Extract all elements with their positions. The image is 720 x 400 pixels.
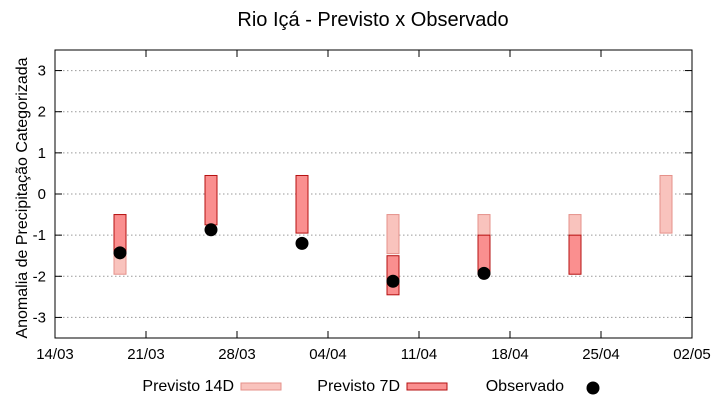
- previsto-7d-bar: [295, 174, 309, 234]
- previsto-7d-bar: [204, 174, 218, 226]
- y-tick-label: 3: [38, 63, 46, 80]
- legend-label-previsto-7d: Previsto 7D: [317, 378, 400, 395]
- observado-point: [477, 266, 491, 280]
- y-tick-label: -3: [33, 309, 46, 326]
- previsto-14d-bar: [659, 174, 673, 234]
- x-tick-label: 18/04: [491, 346, 529, 363]
- x-tick-label: 02/05: [673, 346, 711, 363]
- y-tick-label: 0: [38, 186, 46, 203]
- legend-swatch-previsto-7d: [406, 382, 448, 391]
- observado-point: [204, 223, 218, 237]
- x-tick-label: 25/04: [582, 346, 620, 363]
- x-tick-label: 14/03: [36, 346, 74, 363]
- series-observado: [113, 223, 491, 288]
- legend: Previsto 14D Previsto 7D Observado: [142, 378, 600, 395]
- x-tick-label: 28/03: [218, 346, 256, 363]
- observado-point: [113, 246, 127, 260]
- axis-ticks: 3 2 1 0 -1 -2 -3 14/03 21/03 28/03 04/04 11/04 18/04…: [33, 50, 711, 363]
- legend-marker-observado: [586, 381, 600, 395]
- legend-label-previsto-14d: Previsto 14D: [142, 378, 234, 395]
- previsto-14d-bar: [386, 214, 400, 255]
- x-tick-label: 04/04: [309, 346, 347, 363]
- y-axis-label: Anomalia de Precipitação Categorizada: [14, 57, 31, 338]
- series-previsto-7d: [113, 174, 582, 296]
- y-tick-label: 2: [38, 104, 46, 121]
- x-tick-label: 21/03: [127, 346, 165, 363]
- legend-swatch-previsto-14d: [240, 382, 282, 391]
- y-tick-label: -1: [33, 227, 46, 244]
- legend-label-observado: Observado: [486, 378, 564, 395]
- y-tick-label: -2: [33, 268, 46, 285]
- y-tick-label: 1: [38, 145, 46, 162]
- gridlines: [55, 70, 692, 318]
- observado-point: [295, 236, 309, 250]
- chart-title: Rio Içá - Previsto x Observado: [237, 9, 508, 31]
- x-tick-label: 11/04: [401, 346, 437, 363]
- observado-point: [386, 274, 400, 288]
- previsto-7d-bar: [568, 234, 582, 275]
